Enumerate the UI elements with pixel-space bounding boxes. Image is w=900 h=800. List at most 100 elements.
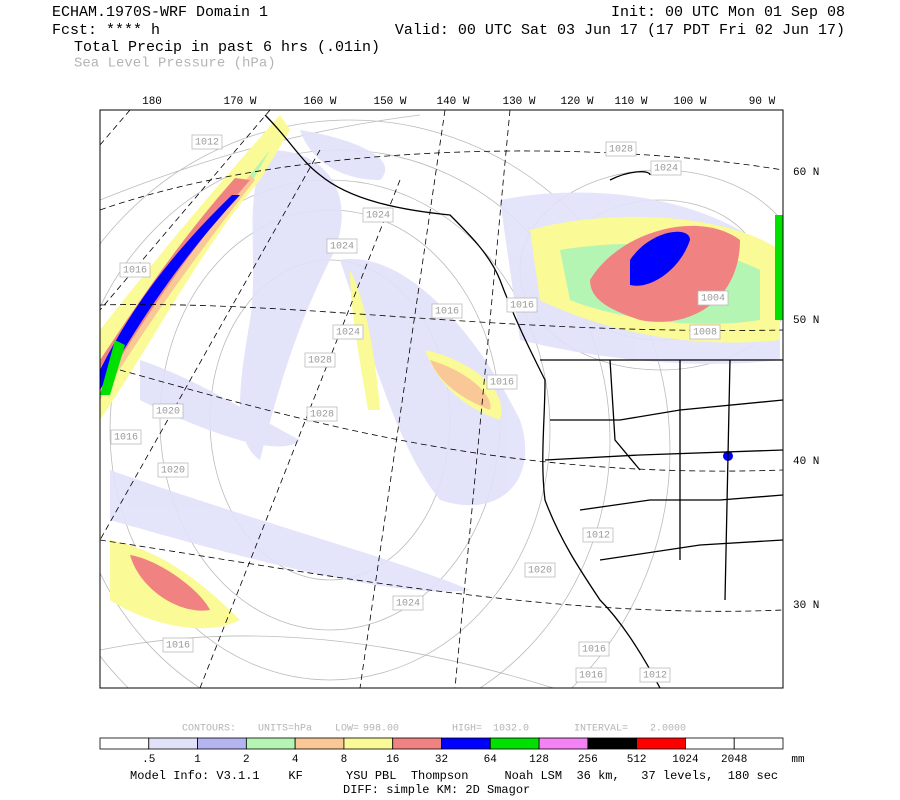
contour-label: 1028 — [609, 145, 633, 156]
longitude-label: 110 W — [614, 96, 647, 108]
contour-label-box — [157, 462, 189, 478]
contour-label: 1028 — [308, 356, 332, 367]
contour-label-box — [431, 303, 463, 319]
colorbar-label: 512 — [627, 754, 647, 766]
contour-label: 1020 — [156, 407, 180, 418]
longitude-label: 100 W — [673, 96, 706, 108]
latitude-label: 40 N — [793, 456, 819, 468]
contour-info-item: LOW= — [335, 724, 359, 735]
contour-info-item: HIGH= — [452, 724, 482, 735]
colorbar-swatch — [489, 737, 540, 750]
contour-label: 1024 — [396, 599, 420, 610]
diff-info: DIFF: simple KM: 2D Smagor — [343, 783, 530, 797]
contour-label-box — [506, 297, 538, 313]
colorbar-swatch — [587, 737, 638, 750]
contour-label: 1024 — [654, 164, 678, 175]
colorbar-swatch — [441, 737, 491, 750]
longitude-label: 170 W — [223, 96, 256, 108]
colorbar-swatch — [294, 737, 345, 750]
colorbar-label: 2 — [243, 754, 250, 766]
colorbar-swatch — [197, 737, 247, 750]
colorbar-swatch — [99, 737, 150, 750]
latitude-labels: 60 N 50 N 40 N 30 N — [793, 167, 819, 612]
colorbar-swatch — [245, 737, 296, 750]
model-title: ECHAM.1970S-WRF Domain 1 — [52, 4, 268, 21]
colorbar-swatch — [343, 737, 394, 750]
colorbar-label: 1024 — [672, 754, 699, 766]
contour-info: CONTOURS: UNITS=hPa LOW= 998.00 HIGH= 1032.0 I… — [182, 723, 686, 735]
contour-label: 1004 — [701, 294, 725, 305]
contour-label-box — [639, 667, 671, 683]
contour-label: 1028 — [310, 410, 334, 421]
contour-label-box — [689, 324, 721, 340]
init-time: Init: 00 UTC Mon 01 Sep 08 — [611, 4, 845, 21]
latitude-label: 50 N — [793, 315, 819, 327]
longitude-labels: 180 170 W 160 W 150 W 140 W 130 W 120 W 110 W 10… — [142, 96, 776, 108]
map-art — [100, 110, 783, 688]
contour-label-box — [582, 527, 614, 543]
contour-label-box — [578, 641, 610, 657]
longitude-label: 160 W — [303, 96, 336, 108]
longitude-label: 140 W — [436, 96, 469, 108]
contour-label-box — [697, 290, 729, 306]
model-info: Model Info: V3.1.1 KF YSU PBL Thompson N… — [130, 769, 778, 783]
contour-label-box — [119, 262, 151, 278]
contour-info-item: CONTOURS: — [182, 724, 236, 735]
colorbar-swatch — [733, 737, 784, 750]
colorbar-swatch — [148, 737, 198, 750]
contour-label: 1016 — [114, 433, 138, 444]
contour-label: 1008 — [693, 328, 717, 339]
contour-label-box — [110, 429, 142, 445]
contour-label: 1012 — [643, 671, 667, 682]
contour-info-item: INTERVAL= — [574, 724, 628, 735]
valid-time: Valid: 00 UTC Sat 03 Jun 17 (17 PDT Fri … — [395, 22, 845, 39]
contour-label-box — [332, 324, 364, 340]
contour-label: 1016 — [166, 641, 190, 652]
contour-label: 1024 — [336, 328, 360, 339]
map: 180 170 W 160 W 150 W 140 W 130 W 120 W 110 W 10… — [99, 96, 819, 689]
contour-info-item: 998.00 — [363, 724, 399, 735]
contour-label: 1012 — [195, 138, 219, 149]
colorbar-label: 256 — [578, 754, 598, 766]
contour-label-box — [191, 134, 223, 150]
colorbar-swatch — [636, 737, 686, 750]
longitude-label: 150 W — [373, 96, 406, 108]
contour-label: 1024 — [366, 211, 390, 222]
longitude-label: 90 W — [749, 96, 776, 108]
contour-info-item: 1032.0 — [493, 724, 529, 735]
longitude-label: 130 W — [502, 96, 535, 108]
colorbar-swatch — [538, 737, 589, 750]
contour-labels: 1012 1028 1024 1024 1024 1016 1016 1016 1024 1004… — [110, 134, 729, 683]
contour-label: 1016 — [490, 378, 514, 389]
contour-label: 1016 — [579, 671, 603, 682]
contour-label-box — [650, 160, 682, 176]
contour-label-box — [162, 637, 194, 653]
colorbar: .5 1 2 4 8 16 32 64 128 256 512 1024 2048 mm — [99, 737, 805, 766]
contour-label: 1016 — [435, 307, 459, 318]
colorbar-label: 64 — [484, 754, 498, 766]
contour-label-box — [392, 595, 424, 611]
contour-label-box — [362, 207, 394, 223]
colorbar-label: 1 — [194, 754, 201, 766]
contour-label: 1016 — [510, 301, 534, 312]
contour-label: 1016 — [582, 645, 606, 656]
field-title: Total Precip in past 6 hrs (.01in) — [74, 39, 380, 56]
colorbar-swatch — [392, 737, 442, 750]
colorbar-label: 2048 — [721, 754, 747, 766]
colorbar-label: .5 — [142, 754, 155, 766]
colorbar-label: 16 — [386, 754, 399, 766]
contour-label: 1020 — [528, 566, 552, 577]
contour-label-box — [486, 374, 518, 390]
colorbar-label: 32 — [435, 754, 448, 766]
colorbar-unit: mm — [791, 754, 805, 766]
contour-label: 1020 — [161, 466, 185, 477]
contour-label-box — [326, 238, 358, 254]
map-frame — [99, 109, 784, 689]
latitude-label: 30 N — [793, 600, 819, 612]
contour-label: 1016 — [123, 266, 147, 277]
contour-info-item: UNITS=hPa — [258, 723, 312, 735]
contour-label-box — [524, 562, 556, 578]
longitude-label: 120 W — [560, 96, 593, 108]
contour-label: 1024 — [330, 242, 354, 253]
